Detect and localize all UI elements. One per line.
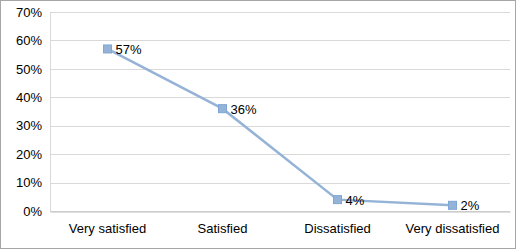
y-tick: 10% [16,175,50,190]
chart: 0% 10% 20% 30% 40% 50% 60% 70% Very satisfied Sat… [0,0,516,249]
y-tick-label: 70% [16,5,42,20]
x-tick: Satisfied [198,212,248,236]
grid-line [50,69,510,70]
data-labels: 57% 36% 4% 2% [116,42,480,213]
data-marker [334,196,342,204]
x-tick-label: Very dissatisfied [406,221,500,236]
x-axis-line [51,212,511,213]
y-tick: 40% [16,90,50,105]
y-tick-label: 10% [16,175,42,190]
grid [50,13,510,212]
y-tick: 30% [16,118,50,133]
grid-line [50,211,510,212]
y-tick: 0% [23,204,50,219]
x-tick: Dissatisfied [304,212,370,236]
data-label: 2% [461,198,480,213]
y-tick: 20% [16,147,50,162]
y-tick-label: 20% [16,147,42,162]
y-tick-label: 50% [16,62,42,77]
data-marker [219,105,227,113]
y-tick: 50% [16,62,50,77]
grid-line [50,126,510,127]
data-line [108,49,453,205]
grid-line [50,12,510,13]
x-tick-label: Very satisfied [69,221,146,236]
data-label: 57% [116,42,142,57]
y-axis: 0% 10% 20% 30% 40% 50% 60% 70% [16,5,51,219]
y-tick: 60% [16,33,50,48]
x-tick: Very satisfied [69,212,146,236]
y-tick-label: 30% [16,118,42,133]
data-marker [449,201,457,209]
y-tick-label: 60% [16,33,42,48]
x-tick-label: Dissatisfied [304,221,370,236]
data-label: 4% [346,193,365,208]
y-axis-line [50,13,51,212]
data-marker [104,45,112,53]
grid-line [50,97,510,98]
y-tick: 70% [16,5,50,20]
x-tick-label: Satisfied [198,221,248,236]
y-tick-label: 0% [23,204,42,219]
plot-area [104,45,457,209]
x-axis: Very satisfied Satisfied Dissatisfied Very … [51,212,511,236]
grid-line [50,40,510,41]
chart-border [1,1,516,249]
y-tick-label: 40% [16,90,42,105]
data-label: 36% [231,102,257,117]
grid-line [50,183,510,184]
x-tick: Very dissatisfied [406,212,500,236]
